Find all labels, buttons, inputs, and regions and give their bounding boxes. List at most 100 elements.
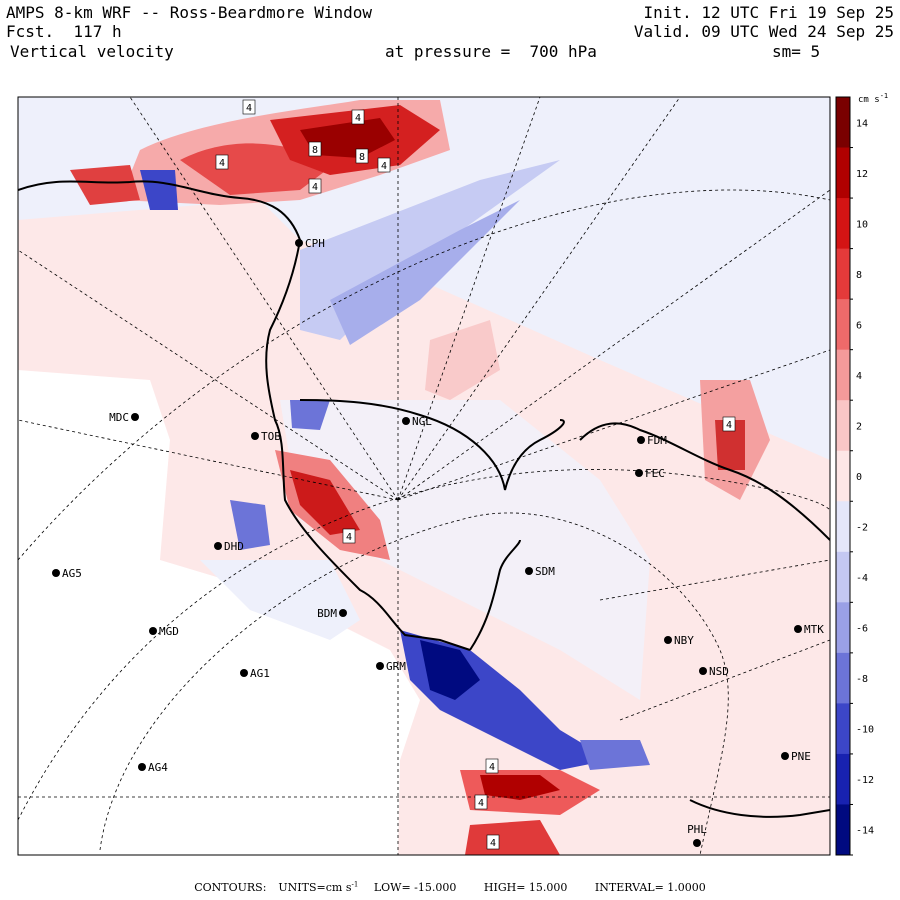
meridian-e	[397, 349, 830, 501]
downdraft-cell-west	[230, 500, 270, 550]
station-label: DHD	[224, 540, 244, 553]
polar-plateau-region	[18, 370, 420, 855]
ice-shelf-field	[280, 400, 650, 700]
updraft-core-central	[290, 470, 360, 535]
footer-high: HIGH= 15.000	[483, 880, 568, 894]
station-label: FDM	[647, 434, 667, 447]
station-label: NBY	[674, 634, 694, 647]
meridian-ne-2	[397, 97, 681, 501]
colorbar-tick-label: 2	[856, 421, 862, 432]
pressure-level: at pressure = 700 hPa	[385, 42, 597, 61]
updraft-max-north	[300, 118, 395, 158]
station-dot	[295, 239, 303, 247]
colorbar-tick-label: 4	[856, 371, 862, 382]
station-label: SDM	[535, 565, 555, 578]
footer-low: LOW= -15.000	[373, 880, 457, 894]
station-dot	[699, 667, 707, 675]
grounding-line-south	[469, 539, 521, 651]
station-label: AG1	[250, 667, 270, 680]
station-dot	[52, 569, 60, 577]
colorbar-swatch	[836, 450, 850, 502]
station-dot	[781, 752, 789, 760]
station-dot	[635, 469, 643, 477]
contour-label: 4	[312, 182, 318, 193]
variable-name: Vertical velocity	[10, 42, 174, 61]
contour-label: 4	[489, 762, 495, 773]
station-dot	[149, 627, 157, 635]
station-label: FEC	[645, 467, 665, 480]
contour-label: 4	[246, 103, 252, 114]
colorbar-tick-label: -6	[856, 624, 868, 635]
colorbar-swatch	[836, 551, 850, 603]
station-dot	[240, 669, 248, 677]
contour-label: 4	[355, 113, 361, 124]
meridian-nw-1	[129, 97, 399, 501]
colorbar-swatch	[836, 97, 850, 149]
map-frame	[17, 96, 831, 856]
station-label: MTK	[804, 623, 824, 636]
contour-label: 4	[219, 158, 225, 169]
station-label: MGD	[159, 625, 179, 638]
latitude-circle-outer	[18, 189, 830, 561]
graticule	[18, 97, 830, 855]
updraft-cell-west	[70, 165, 140, 205]
meridian-ne-1	[397, 97, 541, 501]
updraft-core-south	[480, 775, 560, 800]
colorbar-tick-label: 6	[856, 320, 862, 331]
station-label: BDM	[317, 607, 337, 620]
colorbar-swatch	[836, 501, 850, 553]
colorbar-swatch	[836, 147, 850, 199]
subsidence-band-core	[330, 200, 520, 345]
contour-label: 4	[381, 161, 387, 172]
map-area: 4 4 4 8 8 4 4 4 4 4 4 4 CPH NGL MDC TOB FDM F…	[18, 97, 830, 855]
colorbar-swatch	[836, 652, 850, 704]
footer-contours: CONTOURS:	[194, 880, 267, 894]
transantarctic-coast	[18, 180, 471, 651]
coastlines	[18, 180, 830, 818]
station-dot	[664, 636, 672, 644]
contour-label: 8	[359, 152, 365, 163]
colorbar: 14 12 10 8 6 4 2 0 -2 -4 -6 -8 -10 -12 -14	[835, 96, 874, 856]
valid-time: Valid. 09 UTC Wed 24 Sep 25	[633, 22, 894, 41]
station-label: NGL	[412, 415, 432, 428]
contour-label: 4	[346, 532, 352, 543]
colorbar-swatch	[836, 299, 850, 351]
downdraft-cell-northwest	[140, 170, 178, 210]
meridian-se	[599, 559, 830, 601]
contour-label: 4	[726, 420, 732, 431]
station-label: CPH	[305, 237, 325, 250]
meridian-nw-2	[18, 249, 399, 501]
colorbar-swatch	[836, 753, 850, 805]
colorbar-swatch	[836, 248, 850, 300]
station-markers: CPH NGL MDC TOB FDM FEC DHD AG5 SDM BDM MGD NBY MTK G…	[52, 237, 824, 847]
station-label: MDC	[109, 411, 129, 424]
contour-label: 8	[312, 145, 318, 156]
colorbar-swatch	[836, 804, 850, 856]
colorbar-units: cm s-1	[858, 92, 888, 105]
station-dot	[794, 625, 802, 633]
colorbar-swatch	[836, 400, 850, 452]
station-dot	[637, 436, 645, 444]
downdraft-cell-tob	[290, 400, 330, 430]
downdraft-cell-southeast	[580, 740, 650, 770]
updraft-core-east	[715, 420, 745, 470]
station-label: AG5	[62, 567, 82, 580]
colorbar-tick-label: 14	[856, 118, 868, 129]
station-dot	[693, 839, 701, 847]
footer-units: UNITS=cm s-1	[278, 880, 359, 894]
colorbar-tick-label: 12	[856, 169, 868, 180]
southeast-coast	[689, 799, 830, 818]
downdraft-core-glacier	[420, 640, 480, 700]
weak-updraft-patch	[425, 320, 500, 400]
model-title: AMPS 8-km WRF -- Ross-Beardmore Window	[6, 3, 373, 22]
colorbar-tick-label: -4	[856, 573, 868, 584]
init-time: Init. 12 UTC Fri 19 Sep 25	[643, 3, 894, 22]
colorbar-tick-label: 0	[856, 472, 862, 483]
station-dot	[339, 609, 347, 617]
colorbar-tick-label: 10	[856, 219, 868, 230]
station-dot	[131, 413, 139, 421]
station-dot	[402, 417, 410, 425]
colorbar-swatch	[836, 198, 850, 250]
meridian-w	[18, 419, 399, 501]
